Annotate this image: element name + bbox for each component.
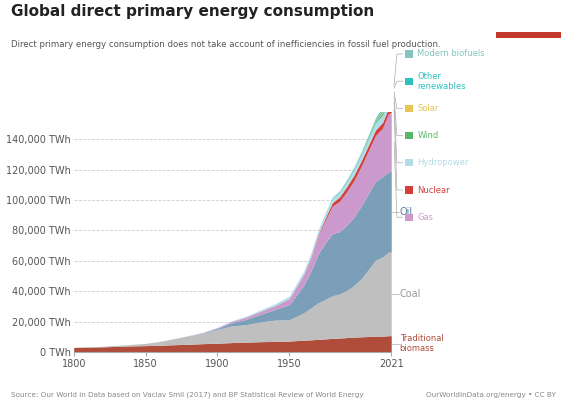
Text: Hydropower: Hydropower <box>417 158 469 167</box>
Text: Gas: Gas <box>417 213 433 222</box>
Text: Nuclear: Nuclear <box>417 186 450 194</box>
Text: in Data: in Data <box>513 19 544 28</box>
Text: Oil: Oil <box>400 207 413 217</box>
Text: OurWorldInData.org/energy • CC BY: OurWorldInData.org/energy • CC BY <box>426 392 556 398</box>
Text: Solar: Solar <box>417 104 439 113</box>
Text: Direct primary energy consumption does not take account of inefficiencies in fos: Direct primary energy consumption does n… <box>11 40 441 49</box>
Text: Modern biofuels: Modern biofuels <box>417 50 485 58</box>
Text: Coal: Coal <box>400 289 421 299</box>
Text: Our World: Our World <box>507 9 551 18</box>
Text: Traditional
biomass: Traditional biomass <box>400 334 443 354</box>
Text: Source: Our World in Data based on Vaclav Smil (2017) and BP Statistical Review : Source: Our World in Data based on Vacla… <box>11 392 364 398</box>
Text: Wind: Wind <box>417 131 438 140</box>
Text: Other
renewables: Other renewables <box>417 72 466 91</box>
Text: Global direct primary energy consumption: Global direct primary energy consumption <box>11 4 375 19</box>
Bar <box>496 32 561 38</box>
